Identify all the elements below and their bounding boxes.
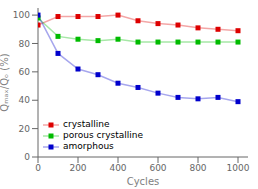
svg-text:0: 0 xyxy=(35,163,41,173)
svg-text:Cycles: Cycles xyxy=(127,176,160,187)
svg-text:600: 600 xyxy=(149,163,166,173)
svg-text:1000: 1000 xyxy=(227,163,250,173)
svg-text:100: 100 xyxy=(13,10,30,20)
html-text:amorphous: amorphous xyxy=(63,141,114,151)
svg-text:0: 0 xyxy=(24,152,30,162)
svg-text:80: 80 xyxy=(19,39,31,49)
svg-text:800: 800 xyxy=(189,163,206,173)
html-text:crystalline: crystalline xyxy=(63,119,110,129)
svg-text:200: 200 xyxy=(69,163,86,173)
svg-text:400: 400 xyxy=(109,163,126,173)
svg-text:Qₘₐₓ/Qₒ (%): Qₘₐₓ/Qₒ (%) xyxy=(0,53,10,111)
html-text:porous crystalline: porous crystalline xyxy=(63,130,143,140)
svg-text:40: 40 xyxy=(19,95,31,105)
svg-text:20: 20 xyxy=(19,124,31,134)
svg-text:60: 60 xyxy=(19,67,31,77)
